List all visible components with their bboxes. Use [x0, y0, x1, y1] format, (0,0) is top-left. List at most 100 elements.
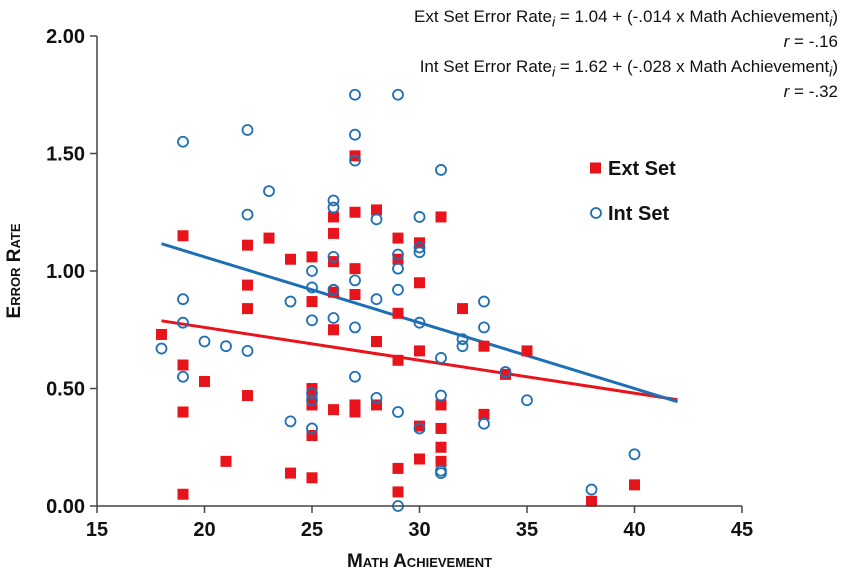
- ext-set-point: [392, 232, 404, 244]
- int-set-point: [370, 213, 383, 226]
- ext-set-point: [435, 399, 447, 411]
- int-set-point: [413, 422, 426, 435]
- int-set-point: [198, 335, 211, 348]
- ext-set-point: [177, 406, 189, 418]
- ext-set-point: [414, 420, 425, 432]
- int-set-point: [327, 194, 340, 207]
- int-set-point: [349, 370, 361, 383]
- y-tick-label: 1.00: [46, 261, 85, 283]
- ext-set-point: [242, 239, 253, 251]
- ext-set-point: [371, 399, 382, 411]
- int-set-point: [413, 316, 426, 329]
- ext-set-point: [478, 340, 490, 352]
- ext-set-point: [349, 289, 361, 300]
- x-tick-label: 25: [301, 519, 323, 541]
- ext-set-point: [220, 455, 232, 467]
- ext-set-point: [306, 472, 318, 484]
- y-axis-title: Error Rate: [4, 223, 25, 318]
- int-set-point: [306, 281, 318, 294]
- ext-set-point: [500, 368, 511, 380]
- x-tick-label: 40: [623, 519, 645, 541]
- ext-set-point: [328, 404, 339, 416]
- ext-set-point: [521, 345, 533, 357]
- legend: Ext Set Int Set: [590, 158, 676, 225]
- int-set-point: [435, 352, 447, 364]
- int-set-point: [220, 340, 232, 353]
- ext-set-equation: Ext Set Error Ratei = 1.04 + (-.014 x Ma…: [414, 7, 838, 31]
- int-set-point: [241, 124, 254, 136]
- legend-label: Int Set: [608, 203, 669, 225]
- ext-set-point: [328, 227, 339, 239]
- int-set-point: [435, 467, 447, 480]
- int-set-point: [435, 389, 447, 402]
- x-tick-label: 45: [731, 519, 753, 541]
- int-set-point: [327, 283, 340, 296]
- ext-set-point: [435, 211, 447, 223]
- int-set-point: [349, 88, 361, 101]
- ext-set-point: [285, 467, 296, 479]
- ext-set-point: [328, 324, 339, 336]
- int-set-point: [392, 406, 404, 418]
- int-set-point: [499, 366, 512, 378]
- int-set-point: [284, 415, 297, 428]
- int-set-point: [241, 344, 254, 357]
- ext-set-point: [349, 206, 361, 218]
- int-set-point: [241, 208, 254, 221]
- ext-set-point: [328, 286, 339, 298]
- int-set-point: [284, 295, 297, 308]
- ext-set-point: [285, 253, 296, 265]
- int-set-point: [413, 241, 426, 254]
- y-tick-label: 0.00: [46, 496, 85, 518]
- ext-set-point: [392, 307, 404, 319]
- ext-set-point: [156, 328, 167, 340]
- int-set-point: [456, 333, 469, 346]
- int-set-points: [155, 88, 641, 512]
- int-set-point: [306, 422, 318, 435]
- trend-lines: [161, 242, 678, 404]
- int-set-point: [521, 394, 533, 407]
- ext-set-point: [242, 279, 253, 291]
- int-set-point: [306, 265, 318, 277]
- x-tick-label: 30: [408, 519, 430, 541]
- ext-set-point: [306, 296, 318, 308]
- int-set-point: [478, 321, 490, 334]
- ext-set-point: [392, 462, 404, 474]
- int-set-point: [349, 128, 361, 141]
- ext-set-point: [392, 486, 404, 498]
- int-set-point: [370, 293, 383, 306]
- int-set-point: [392, 248, 404, 261]
- ext-set-point: [349, 263, 361, 275]
- int-set-point: [327, 312, 340, 324]
- int-set-point: [327, 250, 340, 263]
- ext-set-point: [306, 251, 318, 263]
- ext-set-point: [414, 277, 425, 289]
- int-set-point: [263, 185, 275, 198]
- ext-set-point: [349, 406, 361, 418]
- int-set-point: [177, 293, 189, 306]
- ext-set-point: [177, 359, 189, 371]
- int-set-point: [349, 321, 361, 334]
- int-set-point: [413, 211, 426, 223]
- x-tick-label: 15: [86, 519, 108, 541]
- int-set-point: [327, 201, 340, 214]
- legend-marker-int-set: [590, 207, 602, 219]
- ext-set-point: [435, 455, 447, 467]
- int-set-point: [349, 154, 361, 167]
- legend-marker-ext-set: [590, 162, 601, 174]
- ext-set-point: [328, 211, 339, 223]
- ext-set-point: [435, 422, 447, 434]
- int-set-point: [478, 295, 490, 308]
- int-set-point: [456, 340, 469, 353]
- ext-set-points: [156, 150, 640, 507]
- int-set-point: [177, 370, 189, 383]
- ext-set-point: [586, 495, 597, 507]
- y-tick-label: 1.50: [46, 144, 85, 166]
- int-set-point: [349, 274, 361, 287]
- int-set-point: [177, 135, 189, 148]
- ext-set-point: [435, 441, 447, 453]
- x-tick-label: 20: [193, 519, 215, 541]
- ext-set-point: [349, 399, 361, 411]
- x-axis-title: Math Achievement: [347, 551, 492, 572]
- int-set-point: [155, 342, 168, 355]
- ext-set-point: [457, 303, 468, 315]
